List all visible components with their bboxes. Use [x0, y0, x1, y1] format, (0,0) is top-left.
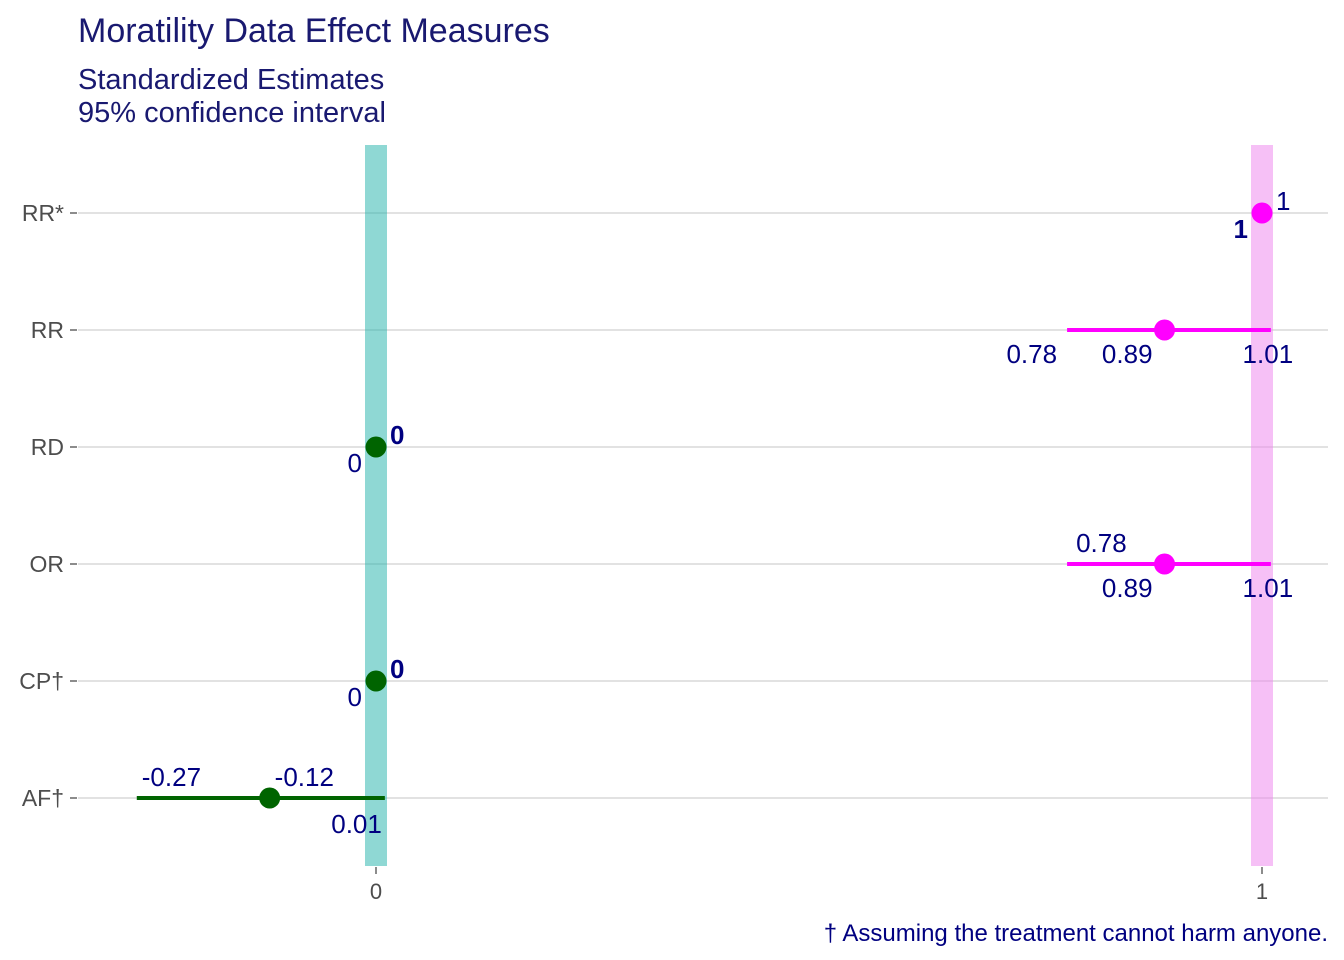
estimate-point-1: [1154, 319, 1176, 341]
value-label-5-2: 0.01: [331, 809, 382, 839]
y-tick-label-2: RD: [31, 434, 64, 460]
estimate-point-0: [1251, 202, 1273, 224]
value-label-3-0: 0.78: [1076, 528, 1127, 558]
estimate-point-5: [259, 787, 281, 809]
value-label-0-1: 1: [1234, 214, 1248, 244]
value-label-4-1: 0: [390, 654, 404, 684]
y-tick-label-4: CP†: [19, 668, 64, 694]
value-label-1-2: 1.01: [1243, 339, 1294, 369]
value-label-2-0: 0: [348, 448, 362, 478]
estimate-point-2: [365, 436, 387, 458]
y-tick-label-1: RR: [31, 317, 64, 343]
chart-title: Moratility Data Effect Measures: [78, 12, 550, 50]
y-tick-label-5: AF†: [22, 785, 64, 811]
y-tick-label-3: OR: [30, 551, 65, 577]
reference-band-1: [1251, 145, 1273, 866]
estimate-point-3: [1154, 553, 1176, 575]
estimate-point-4: [365, 670, 387, 692]
value-label-5-1: -0.12: [275, 762, 334, 792]
value-label-0-0: 1: [1276, 186, 1290, 216]
x-tick-label-1: 1: [1256, 879, 1268, 904]
chart-subtitle-line-2: 95% confidence interval: [78, 97, 386, 129]
value-label-4-0: 0: [348, 682, 362, 712]
chart-subtitle-line-1: Standardized Estimates: [78, 64, 384, 96]
value-label-3-2: 1.01: [1243, 573, 1294, 603]
y-tick-label-0: RR*: [22, 200, 64, 226]
value-label-1-1: 0.89: [1102, 339, 1153, 369]
value-label-5-0: -0.27: [142, 762, 201, 792]
value-label-2-1: 0: [390, 420, 404, 450]
chart-caption: † Assuming the treatment cannot harm any…: [824, 920, 1328, 947]
value-label-1-0: 0.78: [1006, 339, 1057, 369]
reference-band-0: [365, 145, 387, 866]
value-label-3-1: 0.89: [1102, 573, 1153, 603]
x-tick-label-0: 0: [370, 879, 382, 904]
